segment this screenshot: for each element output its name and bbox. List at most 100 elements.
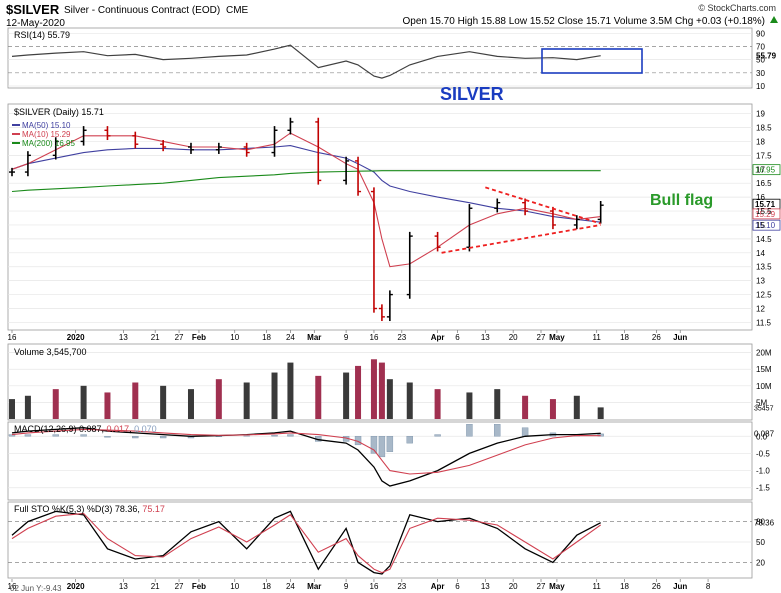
price-tick-label: 13: [756, 277, 765, 286]
sto-k-line: [11, 510, 602, 575]
volume-bar: [343, 372, 350, 419]
bottom_labels-label: 20: [509, 582, 518, 591]
top_labels-label: 18: [620, 333, 629, 342]
price-bar: [80, 126, 87, 146]
rsi-tick-label: 90: [756, 29, 765, 38]
rsi-lines: 55.79: [11, 44, 777, 79]
macd-histogram-bar: [466, 424, 473, 437]
volume-bar: [187, 389, 194, 419]
macd-histogram-bar: [159, 436, 167, 439]
macd-lines: 0.087: [11, 427, 775, 487]
price-bar: [243, 142, 250, 157]
bottom_labels-label: 27: [175, 582, 184, 591]
price-tick-label: 17: [756, 165, 765, 174]
volume-tick-label: 5M: [756, 398, 767, 407]
volume-bar: [24, 395, 31, 419]
price-bar: [597, 201, 604, 224]
up-arrow-icon: [770, 16, 778, 23]
bottom_labels-label: Jun: [673, 582, 687, 591]
price-tick-label: 18: [756, 137, 765, 146]
sto-tick-label: 20: [756, 558, 765, 567]
top_labels-label: Jun: [673, 333, 687, 342]
macd-histogram-bar: [386, 436, 394, 452]
macd-legend-main: MACD(12,26,9) 0.087,: [14, 424, 107, 434]
bottom_labels-label: 6: [455, 582, 460, 591]
ma-line-2: [11, 170, 601, 193]
price-bar: [522, 198, 529, 216]
sto-legend-d: 75.17: [142, 504, 165, 514]
sto-panel: 78.36 20 50 80 Full STO %K(5,3) %D(3) 78.3…: [7, 501, 775, 579]
volume-bar: [434, 389, 441, 419]
rsi-last-value: 55.79: [756, 52, 777, 61]
macd-signal-line: [11, 428, 601, 475]
price-tick-label: 14: [756, 249, 765, 258]
price-bar: [160, 140, 167, 152]
silver-annotation: SILVER: [440, 84, 504, 104]
volume-bar: [597, 407, 604, 419]
sto-legend: Full STO %K(5,3) %D(3) 78.36, 75.17: [14, 504, 165, 514]
chart-exchange: CME: [226, 5, 249, 16]
volume-tick-label: 20M: [756, 349, 772, 358]
price-bar: [466, 204, 473, 252]
rsi-tick-label: 30: [756, 69, 765, 78]
price-bars: [9, 117, 604, 322]
volume-bar: [315, 375, 322, 419]
top_labels-label: Mar: [307, 333, 321, 342]
top_labels-label: 2020: [67, 333, 85, 342]
volume-tick-label: 15M: [756, 365, 772, 374]
bottom_labels-label: 21: [151, 582, 160, 591]
bottom_labels-label: Feb: [192, 582, 206, 591]
top_labels-label: 16: [370, 333, 379, 342]
sto-d-line: [11, 512, 602, 574]
price-tag-box: [752, 208, 781, 220]
bottom_labels-label: 2020: [67, 582, 85, 591]
top_labels-label: 27: [537, 333, 546, 342]
volume-ticks: 5M 10M 15M 20M: [756, 349, 772, 408]
macd-histogram-bar: [494, 424, 501, 437]
price-tick-label: 15.5: [756, 207, 772, 216]
bottom_labels-label: 16: [370, 582, 379, 591]
price-bar: [104, 126, 111, 141]
rsi-tick-label: 50: [756, 56, 765, 65]
rsi-legend: RSI(14) 55.79: [14, 30, 70, 40]
watermark: © StockCharts.com: [698, 3, 776, 13]
price-bar: [494, 198, 501, 213]
macd-histogram-bar: [521, 427, 529, 437]
sto-lines: 78.36: [11, 510, 775, 575]
price-tag-box: [752, 164, 781, 176]
bottom_labels-label: May: [549, 582, 565, 591]
price-bar: [215, 142, 222, 154]
top_labels-label: May: [549, 333, 565, 342]
volume-legend: Volume 3,545,700: [14, 347, 87, 357]
macd-histogram-bar: [406, 436, 413, 444]
top_labels-label: 27: [175, 333, 184, 342]
top_labels-label: 24: [286, 333, 295, 342]
price-bar: [370, 187, 377, 313]
bottom_labels-label: 23: [397, 582, 406, 591]
top_labels-label: 20: [509, 333, 518, 342]
macd-legend-separator: ,: [129, 424, 134, 434]
volume-bar: [52, 389, 59, 419]
chart-date: 12-May-2020: [6, 18, 65, 29]
price-bar: [355, 156, 362, 196]
price-bar: [24, 151, 31, 177]
macd-tick-label: -1.0: [756, 467, 770, 476]
macd-histogram-bar: [434, 434, 441, 437]
volume-bar: [80, 385, 87, 419]
price-ticks: 11.5 12 12.5 13 13.5 14 14.5 15 15.5 16 16.5 17 17.5…: [756, 110, 772, 328]
rsi-panel: 55.79 10 30 50 70 90 RSI(14) 55.79: [7, 27, 777, 91]
macd-panel-frame: [7, 421, 753, 501]
volume-bar: [549, 399, 556, 419]
top_labels-label: 16: [8, 333, 17, 342]
bottom_labels-label: Mar: [307, 582, 321, 591]
price-bar: [549, 206, 556, 230]
bottom_labels-label: Apr: [431, 582, 445, 591]
price-bar: [343, 156, 350, 185]
trendline-1: [441, 224, 601, 254]
top-x-axis: 16 2020 13 21 27 Feb 10 18 24 Mar 9 16 23 Apr 6 13 20 27 M…: [8, 330, 687, 342]
price-tick-label: 17.5: [756, 151, 772, 160]
macd-histogram: [8, 424, 604, 458]
